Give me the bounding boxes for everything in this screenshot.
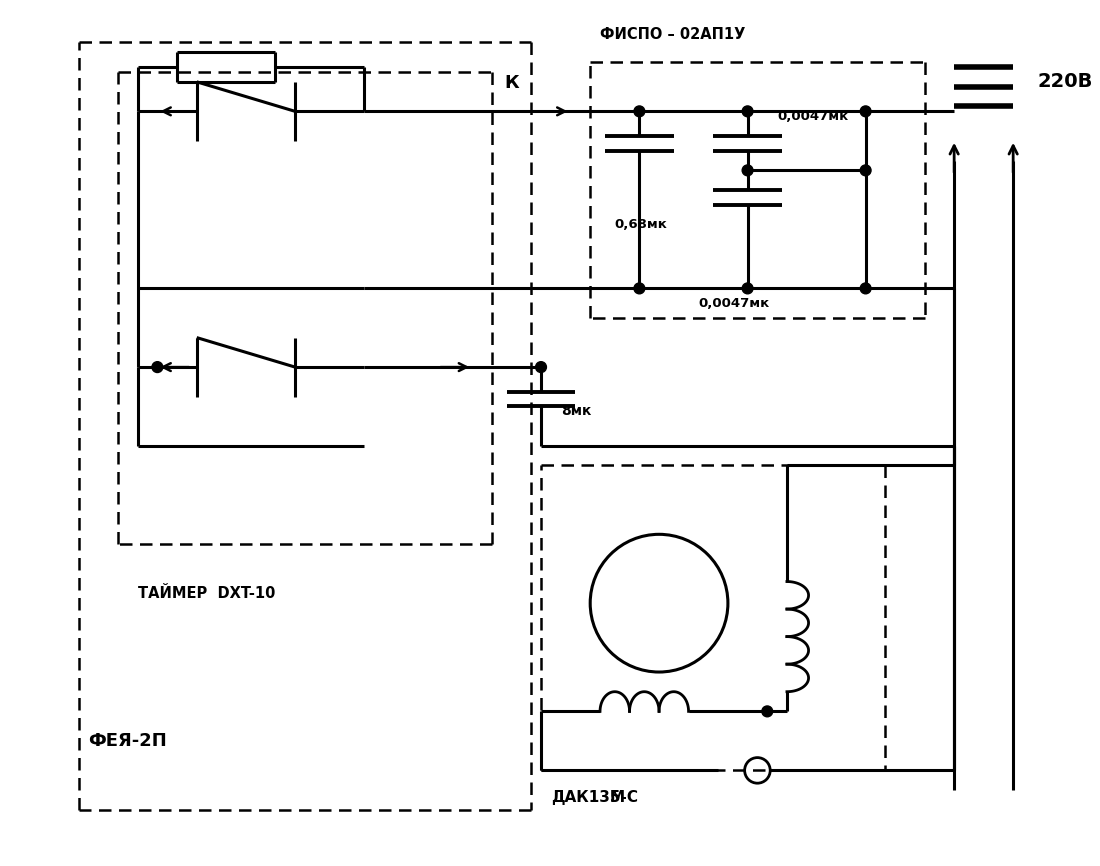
- Text: К: К: [504, 74, 519, 92]
- Text: 0,68мк: 0,68мк: [615, 218, 668, 231]
- Circle shape: [634, 106, 645, 117]
- Text: ДАК135-С: ДАК135-С: [551, 790, 638, 805]
- Circle shape: [860, 106, 871, 117]
- Circle shape: [536, 362, 547, 372]
- Circle shape: [742, 283, 754, 294]
- Text: ФИСПО – 02АП1У: ФИСПО – 02АП1У: [600, 28, 746, 42]
- Text: М: М: [609, 790, 625, 805]
- Circle shape: [152, 362, 163, 372]
- Circle shape: [860, 165, 871, 176]
- Text: 8мк: 8мк: [561, 404, 591, 418]
- Text: 0,0047мк: 0,0047мк: [698, 297, 770, 310]
- Text: 0,0047мк: 0,0047мк: [777, 110, 848, 123]
- Circle shape: [860, 283, 871, 294]
- Circle shape: [742, 165, 754, 176]
- Circle shape: [634, 283, 645, 294]
- Circle shape: [762, 706, 772, 717]
- Text: 220В: 220В: [1037, 73, 1093, 91]
- Circle shape: [742, 106, 754, 117]
- Text: ФЕЯ-2П: ФЕЯ-2П: [88, 732, 167, 750]
- Text: ТАЙМЕР  DXT-10: ТАЙМЕР DXT-10: [138, 585, 275, 601]
